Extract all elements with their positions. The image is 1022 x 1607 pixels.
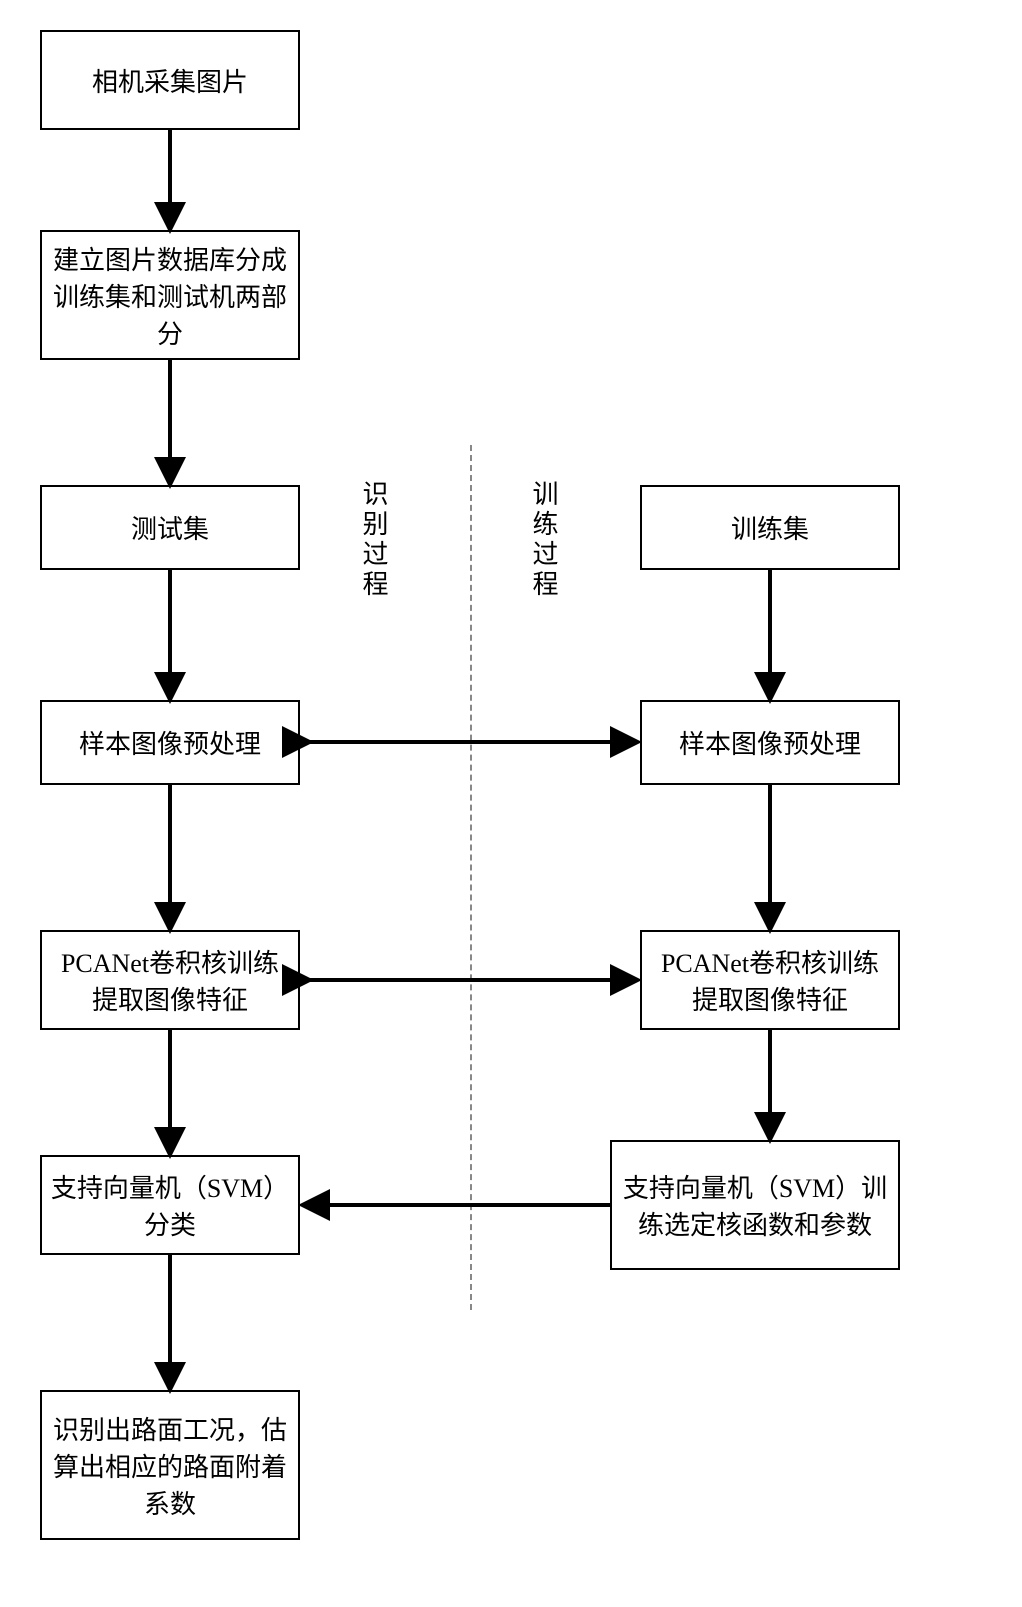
node-pcanet-left: PCANet卷积核训练提取图像特征 xyxy=(40,930,300,1030)
node-test-set: 测试集 xyxy=(40,485,300,570)
vertical-divider xyxy=(470,445,472,1310)
node-text: 建立图片数据库分成训练集和测试机两部分 xyxy=(50,240,290,351)
node-text: 相机采集图片 xyxy=(92,62,248,99)
label-text: 识别过程 xyxy=(359,480,388,600)
node-svm-classify: 支持向量机（SVM）分类 xyxy=(40,1155,300,1255)
node-text: 支持向量机（SVM）训练选定核函数和参数 xyxy=(620,1168,890,1242)
label-training-process: 训练过程 xyxy=(525,480,562,600)
node-text: 训练集 xyxy=(731,509,809,546)
node-train-set: 训练集 xyxy=(640,485,900,570)
node-text: 测试集 xyxy=(131,509,209,546)
node-text: 识别出路面工况，估算出相应的路面附着系数 xyxy=(50,1410,290,1521)
label-text: 训练过程 xyxy=(529,480,558,600)
node-result: 识别出路面工况，估算出相应的路面附着系数 xyxy=(40,1390,300,1540)
node-preprocess-left: 样本图像预处理 xyxy=(40,700,300,785)
node-text: PCANet卷积核训练提取图像特征 xyxy=(50,943,290,1017)
node-svm-train: 支持向量机（SVM）训练选定核函数和参数 xyxy=(610,1140,900,1270)
node-preprocess-right: 样本图像预处理 xyxy=(640,700,900,785)
node-text: 样本图像预处理 xyxy=(79,724,261,761)
node-build-database: 建立图片数据库分成训练集和测试机两部分 xyxy=(40,230,300,360)
label-recognition-process: 识别过程 xyxy=(355,480,392,600)
node-camera-capture: 相机采集图片 xyxy=(40,30,300,130)
node-text: 支持向量机（SVM）分类 xyxy=(50,1168,290,1242)
node-pcanet-right: PCANet卷积核训练提取图像特征 xyxy=(640,930,900,1030)
node-text: PCANet卷积核训练提取图像特征 xyxy=(650,943,890,1017)
node-text: 样本图像预处理 xyxy=(679,724,861,761)
